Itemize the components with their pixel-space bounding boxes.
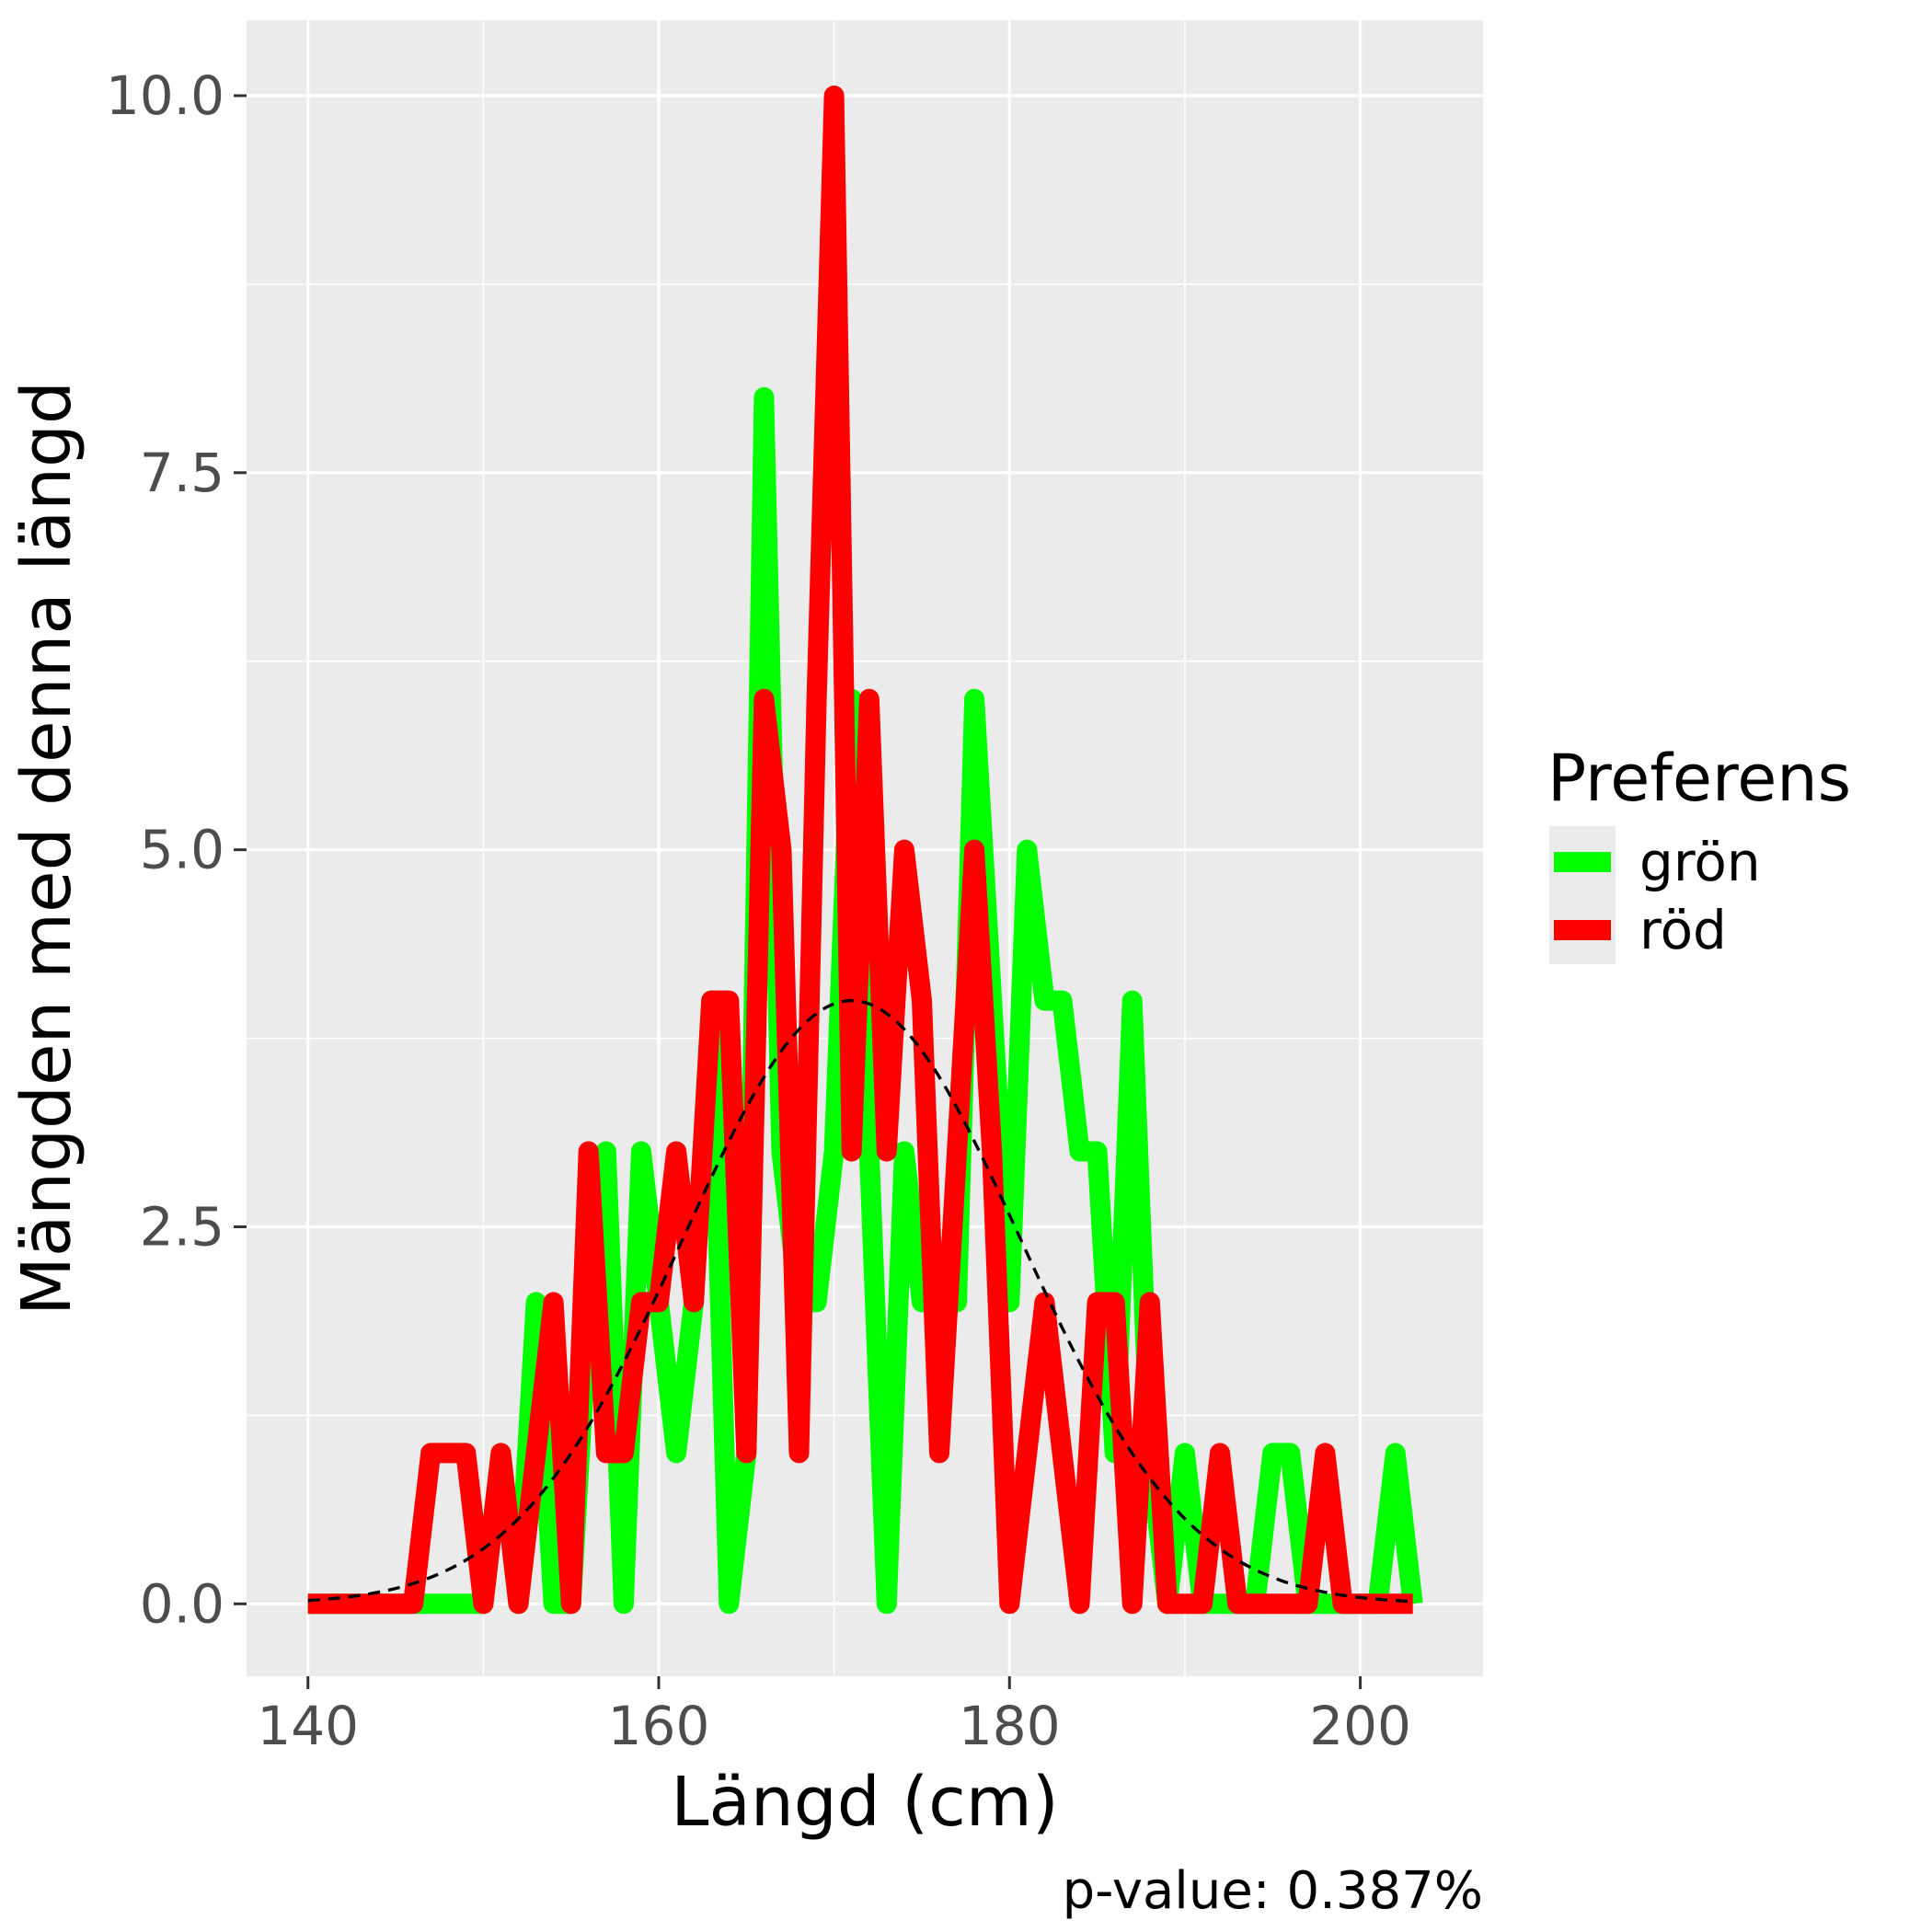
legend-label-gron: grön bbox=[1639, 831, 1761, 893]
y-tick-label: 10.0 bbox=[106, 64, 224, 127]
x-axis-title: Längd (cm) bbox=[671, 1763, 1058, 1842]
p-value-caption: p-value: 0.387% bbox=[1063, 1861, 1483, 1921]
x-tick-label: 140 bbox=[257, 1695, 359, 1757]
x-tick-label: 180 bbox=[959, 1695, 1061, 1757]
y-tick-label: 5.0 bbox=[140, 819, 224, 881]
legend-keys-background bbox=[1549, 826, 1616, 964]
legend-title: Preferens bbox=[1547, 741, 1851, 816]
y-tick-label: 7.5 bbox=[140, 442, 224, 504]
axes: 140 160 180 200 0.0 2.5 5.0 7.5 10.0 bbox=[106, 64, 1411, 1757]
x-tick-label: 160 bbox=[608, 1695, 710, 1757]
legend-label-rod: röd bbox=[1639, 899, 1727, 961]
y-tick-label: 2.5 bbox=[140, 1195, 224, 1258]
y-axis-title: Mängden med denna längd bbox=[7, 381, 86, 1316]
x-tick-label: 200 bbox=[1309, 1695, 1411, 1757]
y-tick-label: 0.0 bbox=[140, 1572, 224, 1635]
series-line-rod bbox=[307, 86, 1413, 1615]
normal-curve-line bbox=[307, 998, 1413, 1604]
series-lines bbox=[307, 86, 1423, 1615]
legend: Preferens grön röd bbox=[1547, 741, 1851, 964]
